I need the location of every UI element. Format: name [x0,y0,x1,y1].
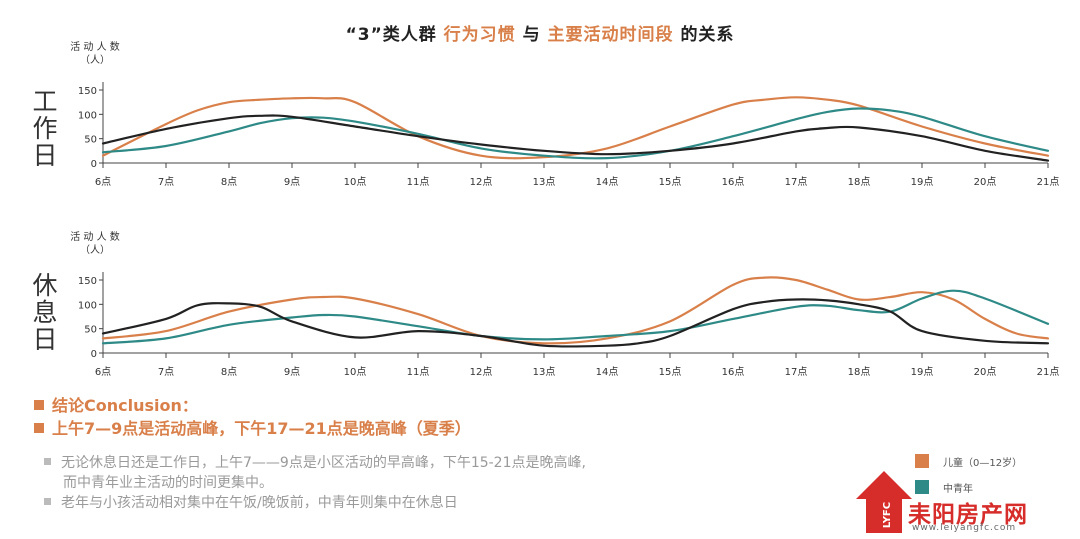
title-part1: “3”类人群 [345,25,437,45]
x-tick-label: 10点 [344,366,367,378]
weekend-chart: 活 动 人 数（人） 0 50 100 150 6点 7点 8点 9点 10点 11点 12点 13点 1… [70,230,1060,378]
legend-swatch [915,480,929,494]
conclusion-main: 上午7—9点是活动高峰，下午17—21点是晚高峰（夏季） [34,415,471,439]
x-tick-label: 19点 [911,176,934,188]
title-accent2: 主要活动时间段 [547,25,674,45]
watermark: LYFC 耒阳房产网 www.leiyangfc.com [854,465,1074,535]
series-line-2 [101,114,1050,162]
x-tick-label: 12点 [470,176,493,188]
x-tick-label: 6点 [95,176,111,188]
x-tick-label: 20点 [974,366,997,378]
y-tick-label: 150 [78,86,97,97]
x-tick-label: 17点 [785,366,808,378]
series-line-1 [101,107,1050,160]
x-tick-label: 9点 [284,176,300,188]
x-tick-label: 16点 [722,176,745,188]
series-line-0 [101,96,1050,160]
bullet-square [44,498,51,505]
x-tick-label: 18点 [848,366,871,378]
x-tick-label: 17点 [785,176,808,188]
conclusion-heading: 结论Conclusion： [34,392,198,416]
x-tick-label: 15点 [659,176,682,188]
x-tick-label: 21点 [1037,176,1060,188]
weekend-label: 休息日 [32,271,58,354]
x-tick-label: 12点 [470,366,493,378]
conclusion-heading-text: 结论Conclusion： [52,396,198,415]
x-tick-label: 13点 [533,366,556,378]
workday-chart: 活 动 人 数（人） 0 50 100 150 6点 7点 8点 9点 10点 11点 12点 13点 1… [70,40,1060,188]
bullet-square [34,400,44,410]
y-tick-label: 0 [91,349,97,360]
y-tick-label: 0 [91,159,97,170]
x-tick-label: 19点 [911,366,934,378]
x-tick-label: 8点 [221,176,237,188]
x-tick-label: 14点 [596,176,619,188]
x-tick-label: 21点 [1037,366,1060,378]
series-line-0 [101,276,1050,345]
watermark-brand: 耒阳房产网 [908,502,1028,528]
bullet-square [34,423,44,433]
note-1: 无论休息日还是工作日，上午7——9点是小区活动的早高峰，下午15-21点是晚高峰… [44,453,586,493]
watermark-badge: LYFC [882,502,893,528]
note-2: 老年与小孩活动相对集中在午饭/晚饭前，中青年则集中在休息日 [44,493,458,513]
legend-item-children: 儿童（0—12岁） [915,448,1022,474]
y-tick-label: 50 [84,135,97,146]
note-2-line1: 老年与小孩活动相对集中在午饭/晚饭前，中青年则集中在休息日 [61,495,458,511]
x-tick-label: 9点 [284,366,300,378]
series-line-2 [101,298,1050,348]
x-tick-label: 10点 [344,176,367,188]
title-part3: 的关系 [680,25,735,45]
y-axis-unit: （人） [80,244,110,256]
chart-title: “3”类人群 行为习惯 与 主要活动时间段 的关系 [0,20,1080,45]
bullet-square [44,458,51,465]
x-tick-label: 6点 [95,366,111,378]
legend-item-youth: 中青年 [915,474,1022,500]
watermark-url: www.leiyangfc.com [912,523,1017,533]
legend-label: 中青年 [943,483,973,495]
note-1-line2: 而中青年业主活动的时间更集中。 [63,475,273,491]
x-tick-label: 15点 [659,366,682,378]
y-tick-label: 150 [78,276,97,287]
legend: 儿童（0—12岁） 中青年 [915,448,1022,500]
note-1-line1: 无论休息日还是工作日，上午7——9点是小区活动的早高峰，下午15-21点是晚高峰… [61,455,586,471]
x-tick-label: 20点 [974,176,997,188]
legend-label: 儿童（0—12岁） [943,457,1023,469]
x-tick-label: 7点 [158,176,174,188]
x-tick-label: 8点 [221,366,237,378]
x-tick-label: 18点 [848,176,871,188]
x-tick-label: 14点 [596,366,619,378]
x-tick-label: 13点 [533,176,556,188]
conclusion-main-text: 上午7—9点是活动高峰，下午17—21点是晚高峰（夏季） [52,419,471,438]
title-accent1: 行为习惯 [443,25,516,45]
y-tick-label: 50 [84,325,97,336]
x-tick-label: 7点 [158,366,174,378]
legend-swatch [915,454,929,468]
x-tick-label: 16点 [722,366,745,378]
x-tick-label: 11点 [407,366,430,378]
title-part2: 与 [522,25,541,45]
y-axis-label: 活 动 人 数 [70,230,120,243]
workday-label: 工作日 [32,87,58,170]
y-axis-label: 活 动 人 数 [70,40,120,53]
y-tick-label: 100 [78,110,97,121]
house-logo-icon: LYFC [856,471,912,533]
y-axis-unit: （人） [80,54,110,66]
x-tick-label: 11点 [407,176,430,188]
y-tick-label: 100 [78,300,97,311]
series-line-1 [101,289,1050,345]
